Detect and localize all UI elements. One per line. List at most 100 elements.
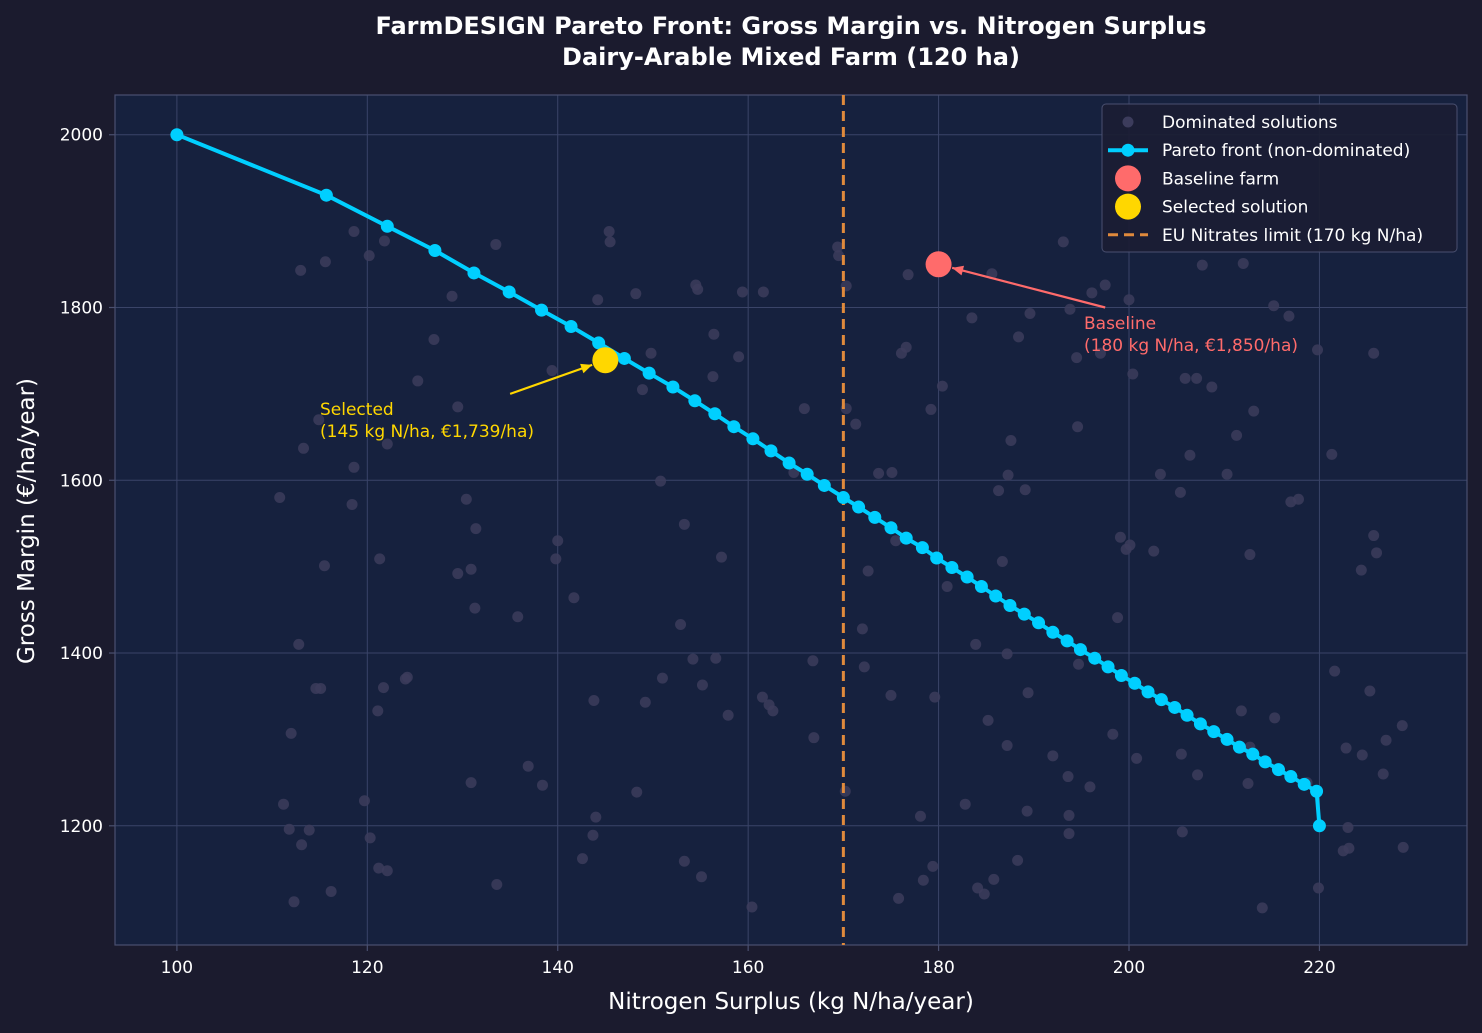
dominated-point [1084, 781, 1096, 793]
dominated-point [885, 689, 897, 701]
dominated-point [465, 777, 477, 789]
pareto-point [915, 541, 929, 555]
dominated-point [941, 581, 953, 593]
x-tick-label: 180 [922, 958, 954, 978]
dominated-point [278, 798, 290, 810]
dominated-point [346, 498, 358, 510]
dominated-point [428, 333, 440, 345]
pareto-point [535, 303, 549, 317]
dominated-point [1343, 842, 1355, 854]
pareto-point [467, 266, 481, 280]
pareto-point [764, 444, 778, 458]
y-axis-label: Gross Margin (€/ha/year) [14, 378, 40, 664]
dominated-point [988, 873, 1000, 885]
dominated-point [318, 560, 330, 572]
y-tick-label: 1400 [60, 644, 103, 664]
annotation-text-selected: Selected [320, 400, 394, 420]
dominated-point [925, 403, 937, 415]
pareto-point [708, 407, 722, 421]
dominated-point [929, 691, 941, 703]
dominated-point [978, 888, 990, 900]
dominated-point [678, 518, 690, 530]
dominated-point [358, 795, 370, 807]
legend-label: Pareto front (non-dominated) [1162, 141, 1410, 161]
dominated-point [696, 679, 708, 691]
dominated-point [839, 785, 851, 797]
dominated-point [1148, 545, 1160, 557]
dominated-point [522, 760, 534, 772]
dominated-point [639, 696, 651, 708]
dominated-point [1206, 381, 1218, 393]
pareto-point [746, 432, 760, 446]
pareto-point [1046, 625, 1060, 639]
dominated-point [630, 288, 642, 300]
annotation-arrowhead-baseline [952, 265, 965, 276]
pareto-point [868, 510, 882, 524]
dominated-point [546, 365, 558, 377]
dominated-point [927, 860, 939, 872]
dominated-point [1192, 769, 1204, 781]
dominated-point [381, 865, 393, 877]
pareto-point [1246, 747, 1260, 761]
pareto-point [989, 589, 1003, 603]
dominated-point [1256, 902, 1268, 914]
pareto-point [1088, 651, 1102, 665]
dominated-point [1329, 665, 1341, 677]
dominated-point [687, 653, 699, 665]
legend-label: Baseline farm [1162, 169, 1279, 189]
pareto-point [1297, 777, 1311, 791]
dominated-point [1001, 648, 1013, 660]
dominated-point [364, 832, 376, 844]
dominated-point [470, 523, 482, 535]
dominated-point [568, 592, 580, 604]
dominated-point [536, 779, 548, 791]
dominated-point [378, 235, 390, 247]
dominated-point [736, 286, 748, 298]
x-tick-label: 100 [161, 958, 193, 978]
dominated-point [798, 403, 810, 415]
dominated-point [592, 294, 604, 306]
dominated-point [1371, 547, 1383, 559]
dominated-point [692, 283, 704, 295]
dominated-point [1124, 539, 1136, 551]
dominated-point [1283, 310, 1295, 322]
y-tick-label: 1600 [60, 471, 103, 491]
dominated-point [1237, 257, 1249, 269]
pareto-point [817, 478, 831, 492]
dominated-point [707, 371, 719, 383]
dominated-point [808, 732, 820, 744]
pareto-point [428, 243, 442, 257]
dominated-point [914, 810, 926, 822]
dominated-point [1073, 658, 1085, 670]
dominated-point [1062, 771, 1074, 783]
dominated-point [372, 705, 384, 717]
dominated-point [1380, 734, 1392, 746]
legend-symbol-selected [1115, 193, 1141, 220]
dominated-point [604, 236, 616, 248]
pareto-point [1193, 717, 1207, 731]
dominated-point [873, 467, 885, 479]
dominated-point [890, 535, 902, 547]
dominated-point [1235, 705, 1247, 717]
dominated-point [886, 466, 898, 478]
dominated-point [959, 798, 971, 810]
pareto-point [1154, 693, 1168, 707]
dominated-point [832, 241, 844, 253]
dominated-point [656, 672, 668, 684]
annotation-text-baseline: Baseline [1084, 314, 1156, 334]
selected-solution-point [592, 347, 619, 374]
dominated-point [970, 638, 982, 650]
x-axis-label: Nitrogen Surplus (kg N/ha/year) [608, 989, 974, 1015]
dominated-point [401, 671, 413, 683]
dominated-point [1071, 352, 1083, 364]
pareto-point [1060, 634, 1074, 648]
dominated-series [274, 225, 1409, 914]
pareto-point [502, 285, 516, 299]
pareto-point [617, 351, 631, 365]
dominated-point [293, 638, 305, 650]
dominated-point [1268, 300, 1280, 312]
y-tick-label: 1800 [60, 299, 103, 319]
pareto-point [1003, 599, 1017, 613]
dominated-point [1231, 429, 1243, 441]
